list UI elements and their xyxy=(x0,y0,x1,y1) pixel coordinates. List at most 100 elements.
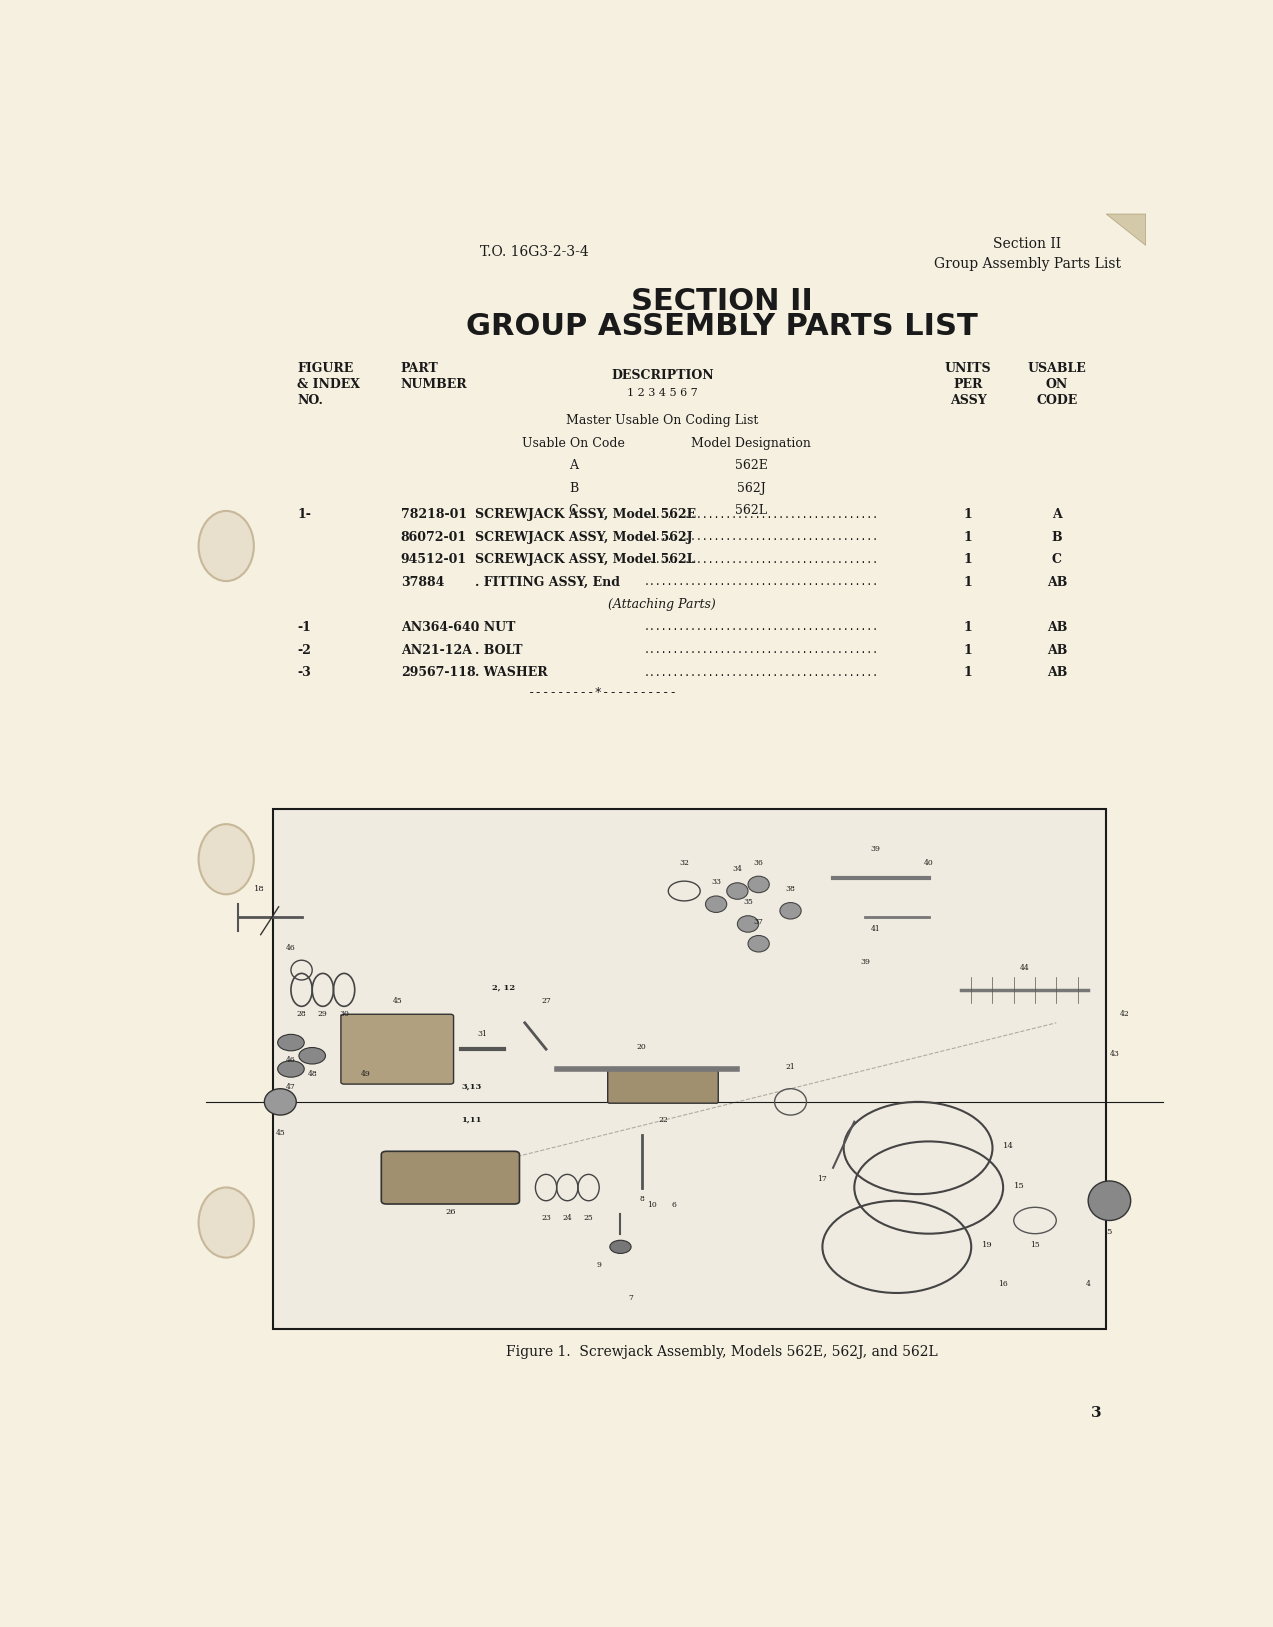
Text: AB: AB xyxy=(1046,665,1067,678)
Text: C: C xyxy=(569,504,578,517)
Text: 38: 38 xyxy=(785,885,796,893)
Ellipse shape xyxy=(1088,1181,1130,1220)
Text: 15: 15 xyxy=(1030,1241,1040,1250)
Text: ASSY: ASSY xyxy=(950,394,987,407)
Text: 29: 29 xyxy=(318,1010,327,1019)
Text: 44: 44 xyxy=(1020,965,1030,971)
Text: 562L: 562L xyxy=(735,504,768,517)
Text: 1: 1 xyxy=(964,644,973,657)
Text: 9: 9 xyxy=(597,1261,602,1269)
Ellipse shape xyxy=(265,1088,297,1114)
Text: ........................................: ........................................ xyxy=(643,667,878,677)
Text: 39: 39 xyxy=(871,846,881,854)
Text: 37884: 37884 xyxy=(401,576,444,589)
Text: 26: 26 xyxy=(446,1207,456,1215)
Text: 32: 32 xyxy=(680,859,689,867)
Text: 46: 46 xyxy=(286,1056,295,1064)
Text: T.O. 16G3-2-3-4: T.O. 16G3-2-3-4 xyxy=(480,244,588,259)
Text: SCREWJACK ASSY, Model 562L: SCREWJACK ASSY, Model 562L xyxy=(475,553,695,566)
Text: 18: 18 xyxy=(253,885,265,893)
Ellipse shape xyxy=(610,1240,631,1253)
Text: (Attaching Parts): (Attaching Parts) xyxy=(608,599,717,612)
Text: 1,11: 1,11 xyxy=(461,1116,482,1124)
Ellipse shape xyxy=(705,896,727,913)
Text: 5: 5 xyxy=(1106,1228,1113,1235)
Text: 28: 28 xyxy=(297,1010,307,1019)
Text: AB: AB xyxy=(1046,576,1067,589)
Text: UNITS: UNITS xyxy=(945,361,992,374)
Text: 7: 7 xyxy=(629,1293,634,1302)
Ellipse shape xyxy=(737,916,759,932)
Text: 36: 36 xyxy=(754,859,764,867)
Text: USABLE: USABLE xyxy=(1027,361,1086,374)
Text: 1 2 3 4 5 6 7: 1 2 3 4 5 6 7 xyxy=(626,389,698,399)
Text: 35: 35 xyxy=(743,898,752,906)
FancyBboxPatch shape xyxy=(607,1067,718,1103)
Text: DESCRIPTION: DESCRIPTION xyxy=(611,369,714,382)
Text: 8: 8 xyxy=(639,1194,644,1202)
Text: AN21-12A: AN21-12A xyxy=(401,644,472,657)
Text: 46: 46 xyxy=(286,944,295,952)
Text: 31: 31 xyxy=(477,1030,488,1038)
Text: Section II: Section II xyxy=(993,238,1062,251)
Text: 1: 1 xyxy=(964,530,973,543)
Text: 20: 20 xyxy=(636,1043,647,1051)
Text: Figure 1.  Screwjack Assembly, Models 562E, 562J, and 562L: Figure 1. Screwjack Assembly, Models 562… xyxy=(505,1344,937,1359)
Text: 16: 16 xyxy=(998,1280,1008,1289)
Text: SCREWJACK ASSY, Model 562E: SCREWJACK ASSY, Model 562E xyxy=(475,508,696,521)
Text: B: B xyxy=(1051,530,1062,543)
Text: -2: -2 xyxy=(298,644,311,657)
Text: 49: 49 xyxy=(360,1069,370,1077)
Text: 3,13: 3,13 xyxy=(462,1082,481,1090)
Text: Model Designation: Model Designation xyxy=(691,436,811,449)
Text: 10: 10 xyxy=(648,1201,657,1209)
Text: NO.: NO. xyxy=(298,394,323,407)
Text: 1-: 1- xyxy=(298,508,311,521)
Text: . NUT: . NUT xyxy=(475,622,516,635)
Text: C: C xyxy=(1051,553,1062,566)
Text: Master Usable On Coding List: Master Usable On Coding List xyxy=(566,415,759,428)
Text: 14: 14 xyxy=(1003,1142,1015,1150)
Text: 562J: 562J xyxy=(737,482,765,495)
Text: . BOLT: . BOLT xyxy=(475,644,522,657)
Text: 1: 1 xyxy=(964,665,973,678)
Text: 41: 41 xyxy=(871,924,881,932)
Text: AB: AB xyxy=(1046,644,1067,657)
Circle shape xyxy=(199,1188,253,1258)
Ellipse shape xyxy=(749,877,769,893)
Text: 39: 39 xyxy=(861,958,869,965)
Text: 37: 37 xyxy=(754,918,764,926)
Bar xyxy=(272,809,1106,1329)
Text: 22: 22 xyxy=(658,1116,668,1124)
Text: FIGURE: FIGURE xyxy=(298,361,354,374)
Text: GROUP ASSEMBLY PARTS LIST: GROUP ASSEMBLY PARTS LIST xyxy=(466,312,978,342)
Ellipse shape xyxy=(299,1048,326,1064)
Polygon shape xyxy=(1106,215,1146,246)
Text: 3: 3 xyxy=(1091,1406,1101,1420)
Text: ........................................: ........................................ xyxy=(643,644,878,656)
Ellipse shape xyxy=(278,1035,304,1051)
Text: 33: 33 xyxy=(712,879,721,887)
Text: 47: 47 xyxy=(286,1082,295,1090)
Text: 45: 45 xyxy=(392,997,402,1005)
FancyBboxPatch shape xyxy=(341,1014,453,1084)
Text: ........................................: ........................................ xyxy=(643,623,878,633)
Text: NUMBER: NUMBER xyxy=(401,377,467,390)
Text: 1: 1 xyxy=(964,508,973,521)
Text: AB: AB xyxy=(1046,622,1067,635)
Text: & INDEX: & INDEX xyxy=(298,377,360,390)
Text: -3: -3 xyxy=(298,665,311,678)
Text: SECTION II: SECTION II xyxy=(630,288,812,316)
Text: 40: 40 xyxy=(924,859,933,867)
Text: 562E: 562E xyxy=(735,459,768,472)
Text: 42: 42 xyxy=(1120,1010,1130,1019)
Text: ........................................: ........................................ xyxy=(643,578,878,587)
Circle shape xyxy=(199,825,253,895)
Ellipse shape xyxy=(727,883,749,900)
Circle shape xyxy=(199,511,253,581)
Text: 15: 15 xyxy=(1013,1181,1025,1189)
Text: ON: ON xyxy=(1046,377,1068,390)
Text: 94512-01: 94512-01 xyxy=(401,553,467,566)
Text: ........................................: ........................................ xyxy=(643,509,878,519)
Text: SCREWJACK ASSY, Model 562J: SCREWJACK ASSY, Model 562J xyxy=(475,530,693,543)
